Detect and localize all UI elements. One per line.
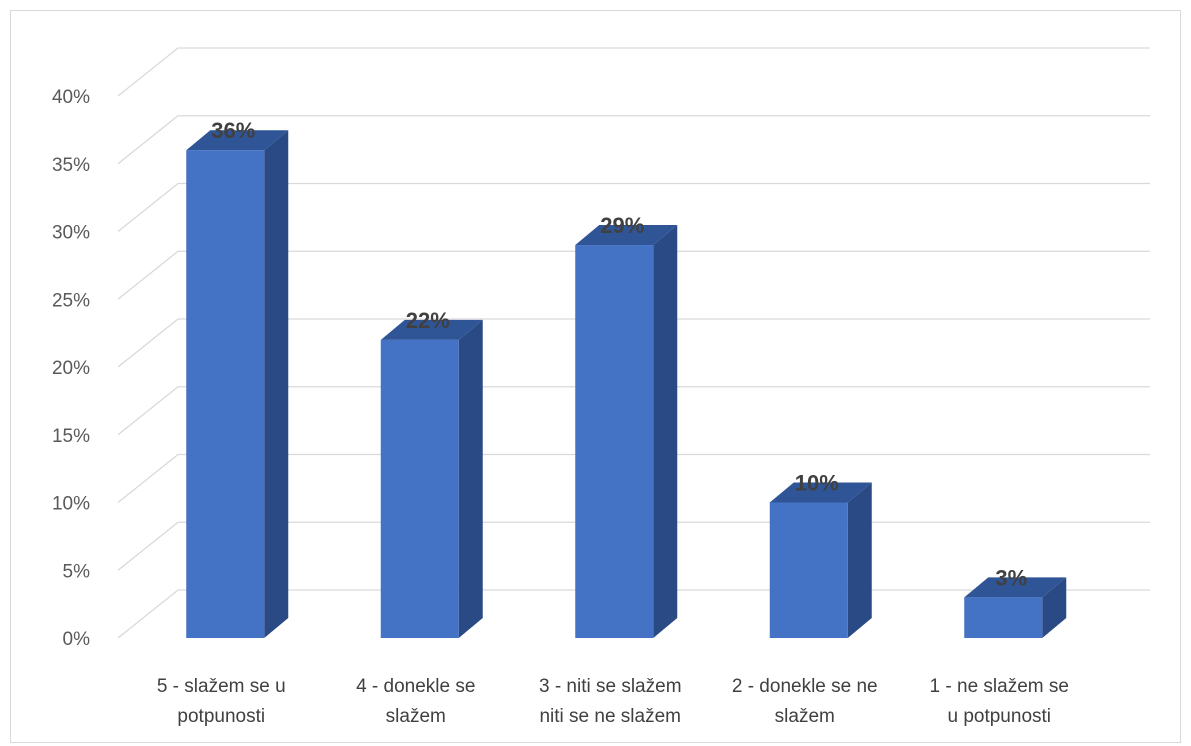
x-category-label: potpunosti (177, 706, 265, 727)
bar-side (1042, 577, 1067, 638)
data-label: 36% (211, 118, 255, 143)
bar (380, 339, 459, 638)
y-tick-label: 0% (63, 629, 91, 650)
data-label: 10% (795, 471, 839, 496)
bar (575, 245, 654, 639)
x-category-label: 1 - ne slažem se (930, 676, 1069, 697)
y-tick-label: 40% (52, 87, 90, 108)
bar (186, 150, 265, 638)
y-tick-label: 30% (52, 223, 90, 244)
x-category-label: slažem (775, 706, 835, 727)
bar-top (575, 225, 678, 246)
y-tick-label: 15% (52, 426, 90, 447)
gridline (117, 47, 1150, 97)
bar-top (380, 319, 483, 340)
gridline (117, 386, 1150, 436)
gridline (117, 115, 1150, 165)
data-label: 29% (600, 213, 644, 238)
bar (769, 502, 848, 638)
bar-side (264, 130, 289, 638)
y-tick-label: 10% (52, 494, 90, 515)
data-label: 3% (995, 565, 1027, 590)
bar-side (458, 319, 483, 638)
y-tick-label: 5% (63, 561, 91, 582)
x-category-label: slažem (386, 706, 446, 727)
data-label: 22% (406, 308, 450, 333)
bar-top (964, 577, 1067, 598)
x-category-label: u potpunosti (947, 706, 1051, 727)
x-category-label: 2 - donekle se ne (732, 676, 878, 697)
gridline (117, 250, 1150, 300)
bar-side (847, 482, 872, 638)
x-category-label: 4 - donekle se (356, 676, 475, 697)
y-tick-label: 25% (52, 290, 90, 311)
bar (964, 597, 1043, 638)
x-category-label: 5 - slažem se u (157, 676, 286, 697)
gridline (117, 318, 1150, 368)
y-tick-label: 35% (52, 155, 90, 176)
x-category-label: 3 - niti se slažem (539, 676, 682, 697)
gridline (117, 182, 1150, 233)
bar-side (653, 225, 678, 639)
y-tick-label: 20% (52, 358, 90, 379)
bar-top (186, 130, 289, 151)
bar-top (769, 482, 872, 503)
gridline (117, 453, 1150, 504)
x-category-label: niti se ne slažem (539, 706, 681, 727)
